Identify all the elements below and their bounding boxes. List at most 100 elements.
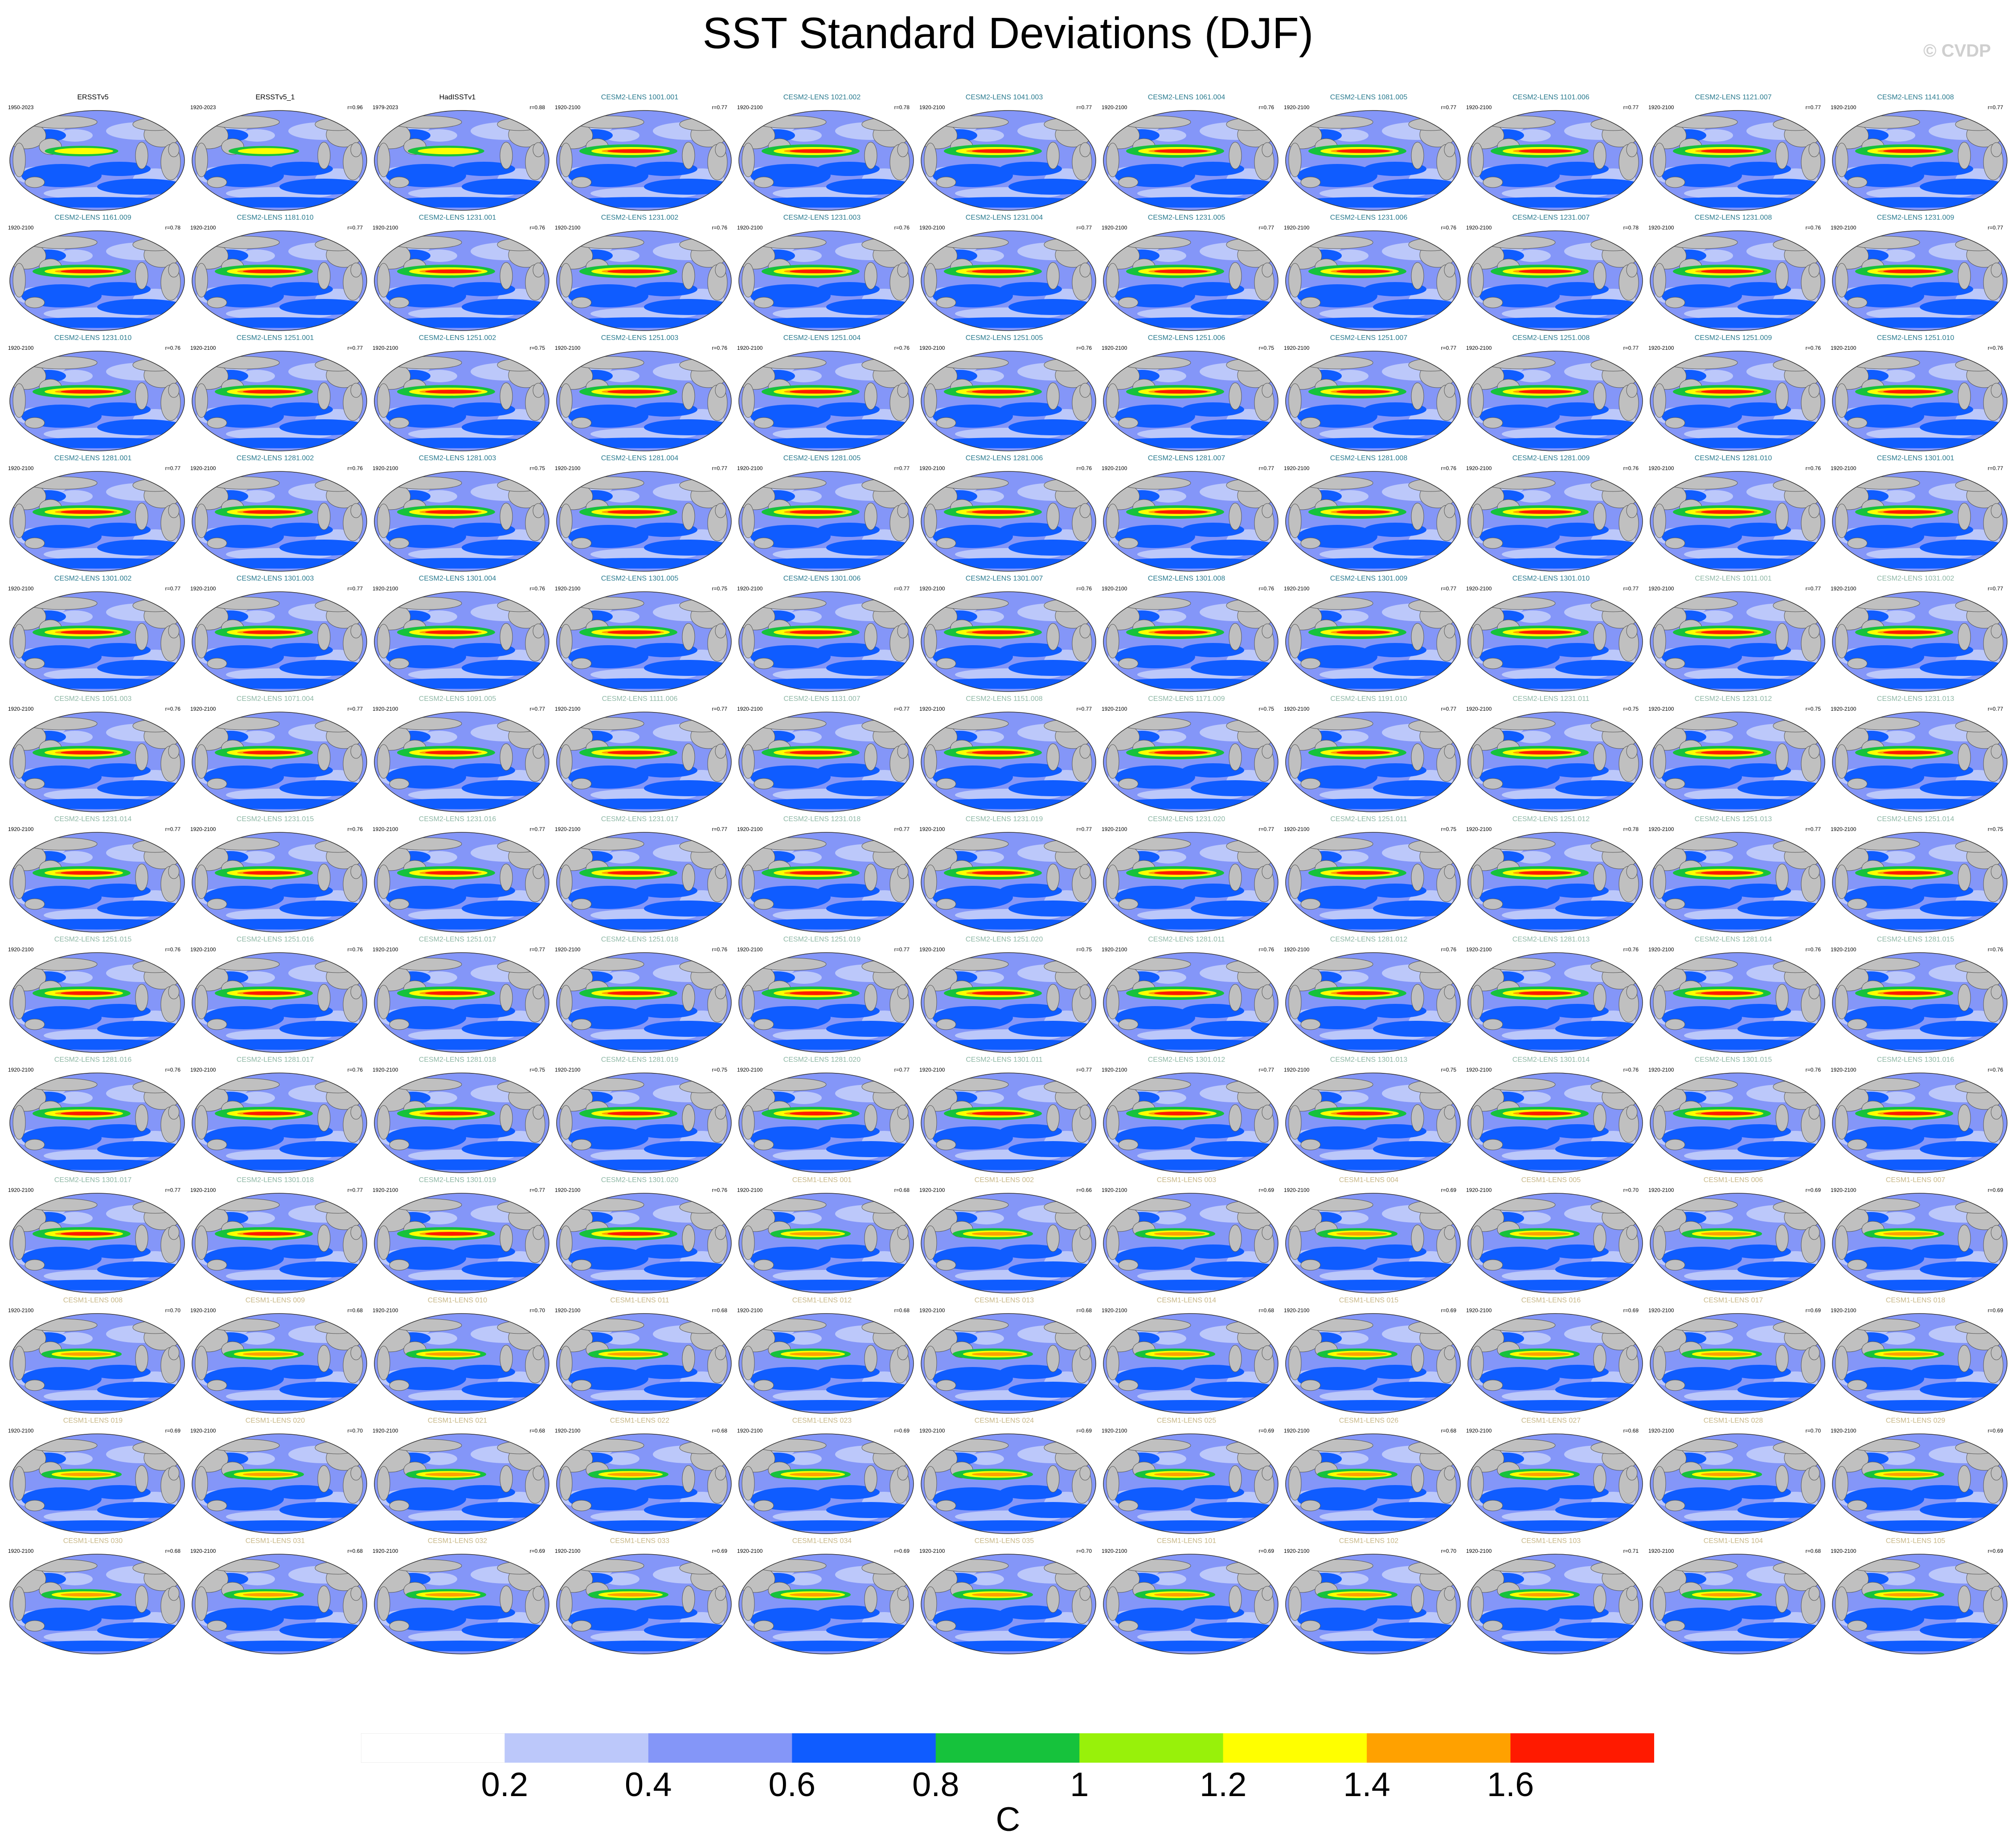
land-mass <box>12 1225 26 1260</box>
map-panel: CESM2-LENS 1231.001 1920-2100 r=0.76 <box>366 214 549 334</box>
moderate-variance-region <box>1737 660 1825 676</box>
land-mass <box>1044 839 1089 853</box>
land-mass <box>317 1585 331 1613</box>
land-mass <box>195 143 208 177</box>
land-mass <box>754 658 774 669</box>
land-mass <box>315 1080 360 1093</box>
world-map-icon <box>1285 712 1461 812</box>
map-outline <box>374 591 549 692</box>
panel-period: 1920-2100 <box>1831 104 1856 111</box>
land-mass <box>1958 382 1971 410</box>
land-mass <box>1046 1104 1060 1132</box>
enso-band-orange <box>789 1352 841 1356</box>
map-panel: CESM1-LENS 001 1920-2100 r=0.68 <box>731 1176 914 1297</box>
enso-band-orange <box>607 1472 659 1477</box>
land-mass <box>350 1586 362 1601</box>
enso-band-orange <box>425 1472 476 1477</box>
land-mass <box>389 1620 410 1632</box>
moderate-variance-region <box>279 1261 367 1277</box>
land-mass <box>1408 1080 1454 1093</box>
map-outline <box>374 351 549 451</box>
map-panel: CESM2-LENS 1281.008 1920-2100 r=0.76 <box>1278 454 1461 575</box>
land-mass <box>1044 1321 1089 1334</box>
land-mass <box>195 1586 208 1621</box>
world-map-icon <box>1832 351 2008 451</box>
land-mass <box>168 1465 180 1481</box>
panel-run-label: CESM2-LENS 1231.007 <box>1512 214 1590 221</box>
land-mass <box>1226 1080 1271 1093</box>
land-mass <box>1262 1345 1273 1360</box>
land-mass <box>195 744 208 779</box>
map-panel: CESM1-LENS 104 1920-2100 r=0.68 <box>1642 1537 1825 1658</box>
moderate-variance-region <box>635 523 697 537</box>
land-mass <box>1471 263 1484 298</box>
enso-band-red <box>972 390 1025 393</box>
low-variance-patch <box>1880 250 1915 262</box>
land-mass <box>315 960 360 973</box>
map-outline <box>1467 110 1643 211</box>
map-outline <box>1467 230 1643 331</box>
panel-period: 1920-2100 <box>1831 465 1856 471</box>
panel-run-label: CESM2-LENS 1251.014 <box>1877 815 1955 823</box>
enso-band-orange <box>1336 1472 1388 1477</box>
land-mass <box>317 503 331 530</box>
enso-band-red <box>1883 871 1937 875</box>
enso-band-orange <box>425 1592 476 1597</box>
land-mass <box>1044 599 1089 612</box>
enso-band-red <box>607 1112 661 1115</box>
land-mass <box>682 623 695 651</box>
land-mass <box>1835 263 1848 298</box>
land-mass <box>1408 599 1454 612</box>
land-mass <box>1106 1586 1119 1621</box>
map-panel: CESM2-LENS 1301.003 1920-2100 r=0.77 <box>184 575 367 695</box>
land-mass <box>25 1318 98 1332</box>
moderate-variance-region <box>826 1261 914 1277</box>
land-mass <box>1411 623 1424 651</box>
land-mass <box>1411 1224 1424 1252</box>
land-mass <box>1229 864 1242 891</box>
land-mass <box>1593 1585 1606 1613</box>
land-mass <box>1590 719 1636 733</box>
map-outline <box>556 471 732 572</box>
land-mass <box>1593 1465 1606 1493</box>
land-mass <box>1106 1105 1119 1140</box>
panel-run-label: CESM2-LENS 1281.015 <box>1877 936 1955 943</box>
world-map-icon <box>921 230 1096 331</box>
land-mass <box>533 142 544 157</box>
map-outline <box>1467 351 1643 451</box>
land-mass <box>1408 719 1454 733</box>
land-mass <box>1773 1561 1818 1575</box>
panel-period: 1920-2023 <box>190 104 216 111</box>
panel-run-label: CESM2-LENS 1041.003 <box>965 94 1043 101</box>
land-mass <box>390 236 462 249</box>
land-mass <box>533 262 544 278</box>
world-map-icon <box>192 952 367 1053</box>
world-map-icon <box>374 591 549 692</box>
land-mass <box>1044 1200 1089 1214</box>
world-map-icon <box>1103 110 1278 211</box>
enso-band-orange <box>1700 1472 1752 1477</box>
land-mass <box>1808 383 1820 398</box>
land-mass <box>754 115 827 129</box>
land-mass <box>168 623 180 639</box>
world-map-icon <box>1467 1433 1643 1534</box>
land-mass <box>315 1441 360 1454</box>
world-map-icon <box>1103 591 1278 692</box>
land-mass <box>390 837 462 851</box>
land-mass <box>1483 476 1556 490</box>
panel-run-label: CESM2-LENS 1281.005 <box>783 454 861 462</box>
land-mass <box>1593 382 1606 410</box>
land-mass <box>1665 1259 1685 1271</box>
land-mass <box>1079 1345 1091 1360</box>
land-mass <box>1848 356 1920 369</box>
map-panel: CESM2-LENS 1281.001 1920-2100 r=0.77 <box>2 454 185 575</box>
panel-period: 1920-2100 <box>1648 225 1674 231</box>
map-outline <box>1832 351 2008 451</box>
land-mass <box>1444 1586 1455 1601</box>
land-mass <box>195 1225 208 1260</box>
land-mass <box>1079 142 1091 157</box>
map-panel: CESM1-LENS 105 1920-2100 r=0.69 <box>1824 1537 2008 1658</box>
land-mass <box>1226 1200 1271 1214</box>
land-mass <box>350 142 362 157</box>
land-mass <box>132 1080 178 1093</box>
